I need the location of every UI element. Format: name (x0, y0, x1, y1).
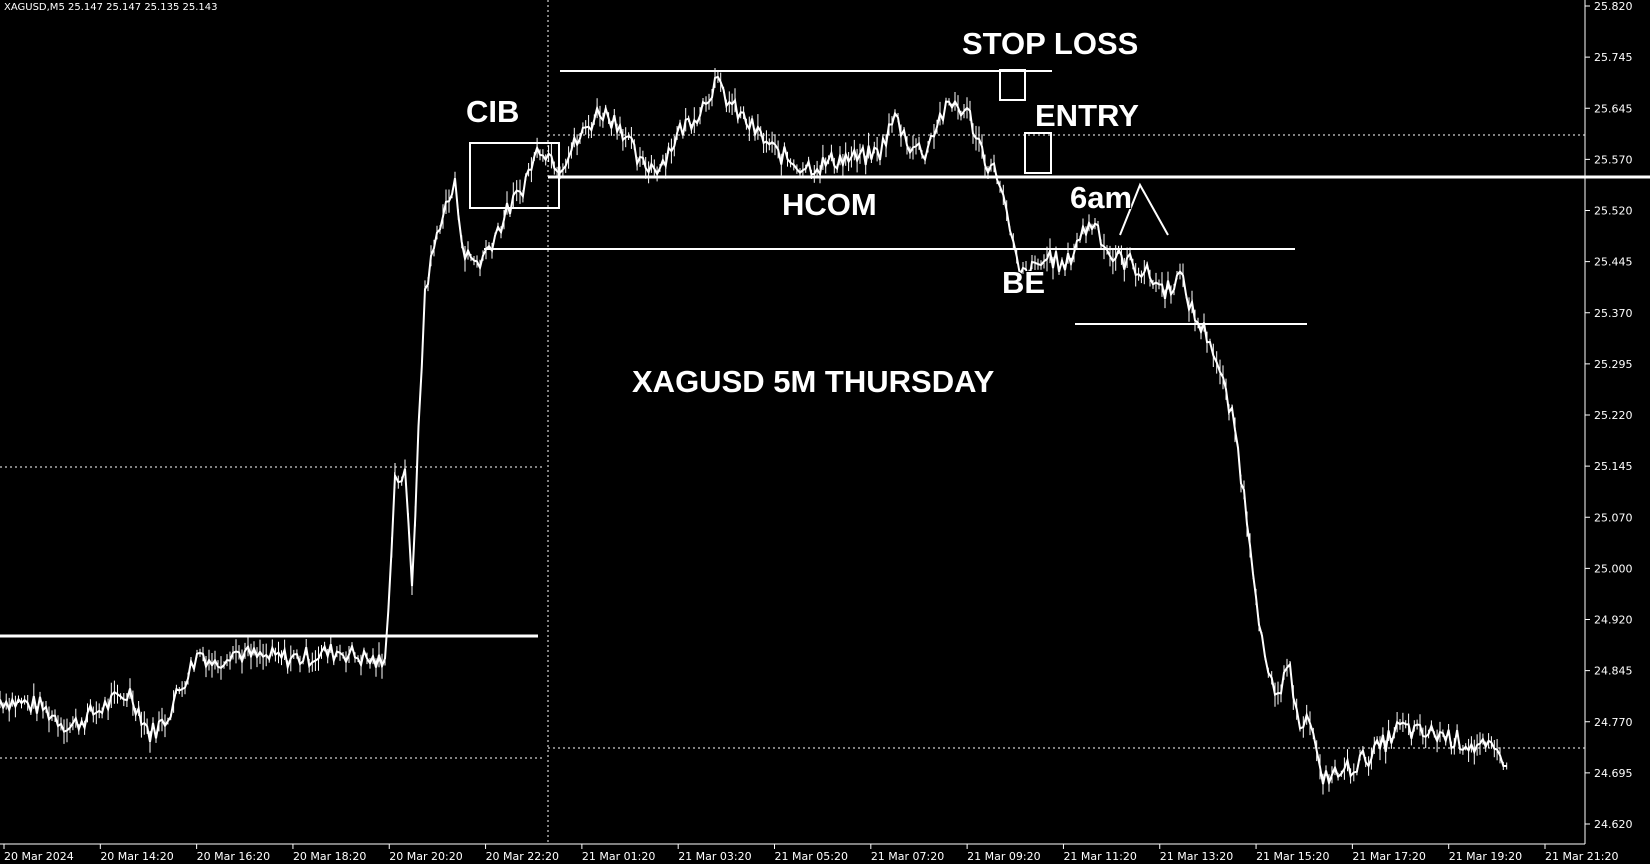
y-tick-label: 25.000 (1594, 562, 1633, 575)
x-tick-label: 21 Mar 05:20 (775, 850, 848, 863)
x-tick-label: 20 Mar 16:20 (197, 850, 270, 863)
x-tick-label: 21 Mar 21:20 (1545, 850, 1618, 863)
y-tick-label: 25.445 (1594, 256, 1633, 269)
stop-box (999, 69, 1026, 101)
be-label: BE (1002, 265, 1045, 300)
cib-label: CIB (466, 94, 519, 129)
y-tick-label: 25.070 (1594, 511, 1633, 524)
y-tick-label: 25.820 (1594, 0, 1633, 13)
x-axis-ticks: 20 Mar 2024 20 Mar 14:20 20 Mar 16:20 20 Ma… (3, 844, 1618, 863)
y-tick-label: 25.295 (1594, 358, 1633, 371)
hcom-label: HCOM (782, 187, 877, 222)
x-tick-label: 21 Mar 01:20 (582, 850, 655, 863)
y-tick-label: 24.920 (1594, 614, 1633, 627)
x-tick-label: 20 Mar 18:20 (293, 850, 366, 863)
y-tick-label: 25.745 (1594, 51, 1633, 64)
price-line (0, 75, 1507, 787)
cib-box (469, 142, 560, 209)
y-tick-label: 25.520 (1594, 205, 1633, 218)
y-tick-label: 25.645 (1594, 102, 1633, 115)
x-tick-label: 21 Mar 09:20 (967, 850, 1040, 863)
x-tick-label: 21 Mar 11:20 (1063, 850, 1136, 863)
y-tick-label: 24.845 (1594, 665, 1633, 678)
x-tick-label: 21 Mar 07:20 (871, 850, 944, 863)
y-axis-ticks: 25.820 25.745 25.645 25.570 25.520 25.445 25.3… (1585, 0, 1633, 831)
stop-loss-label: STOP LOSS (962, 26, 1138, 61)
six-am-wedge (1119, 182, 1169, 236)
entry-label: ENTRY (1035, 98, 1139, 133)
y-tick-label: 24.770 (1594, 716, 1633, 729)
x-tick-label: 20 Mar 20:20 (389, 850, 462, 863)
x-tick-label: 21 Mar 17:20 (1352, 850, 1425, 863)
y-tick-label: 25.145 (1594, 460, 1633, 473)
x-tick-label: 21 Mar 15:20 (1256, 850, 1329, 863)
x-tick-label: 21 Mar 19:20 (1449, 850, 1522, 863)
price-series (0, 68, 1508, 795)
y-tick-label: 25.570 (1594, 153, 1633, 166)
x-tick-label: 20 Mar 22:20 (486, 850, 559, 863)
x-tick-label: 20 Mar 2024 (4, 850, 74, 863)
y-tick-label: 25.220 (1594, 409, 1633, 422)
chart-title: XAGUSD 5M THURSDAY (632, 364, 995, 399)
y-tick-label: 25.370 (1594, 307, 1633, 320)
x-tick-label: 21 Mar 03:20 (678, 850, 751, 863)
six-am-label: 6am (1070, 180, 1132, 215)
y-tick-label: 24.620 (1594, 818, 1633, 831)
x-tick-label: 20 Mar 14:20 (100, 850, 173, 863)
y-tick-label: 24.695 (1594, 767, 1633, 780)
chart-header: XAGUSD,M5 25.147 25.147 25.135 25.143 (4, 2, 217, 13)
x-tick-label: 21 Mar 13:20 (1160, 850, 1233, 863)
entry-box (1024, 132, 1052, 174)
